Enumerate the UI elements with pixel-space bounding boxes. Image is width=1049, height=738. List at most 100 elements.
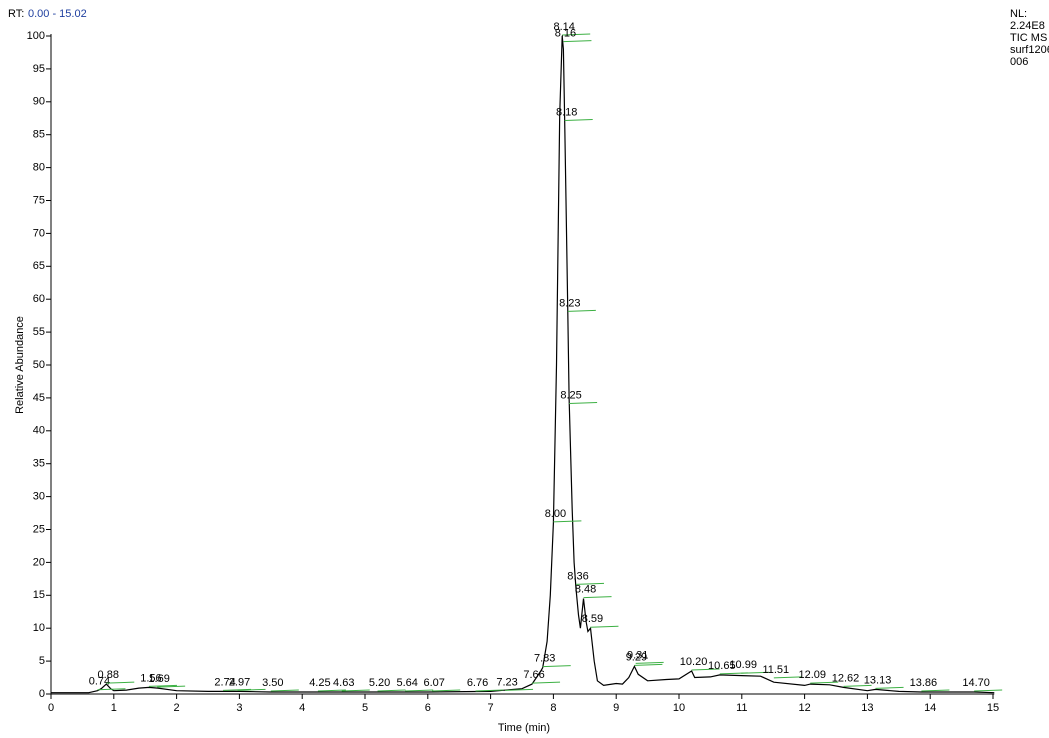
- peak-marker: [553, 520, 582, 523]
- y-tick-label: 10: [33, 622, 45, 634]
- peak-marker: [148, 684, 177, 687]
- peak-label: 6.07: [423, 677, 444, 689]
- x-tick-label: 4: [299, 702, 305, 714]
- x-tick-label: 1: [111, 702, 117, 714]
- peak-label: 10.99: [729, 659, 757, 671]
- info-line: 2.24E8: [1010, 20, 1045, 32]
- x-tick-label: 3: [236, 702, 242, 714]
- x-tick-label: 5: [362, 702, 368, 714]
- peak-marker: [921, 689, 950, 692]
- peak-label: 8.16: [555, 27, 576, 39]
- y-tick-label: 30: [33, 491, 45, 503]
- y-tick-label: 65: [33, 260, 45, 272]
- peak-marker: [97, 688, 126, 691]
- peak-marker: [635, 661, 664, 664]
- y-axis-label: Relative Abundance: [14, 316, 26, 414]
- trace: [51, 35, 995, 694]
- peak-marker: [475, 689, 504, 692]
- peak-marker: [583, 596, 612, 599]
- x-tick-label: 11: [736, 702, 747, 714]
- peak-label: 8.23: [559, 297, 580, 309]
- peak-marker: [974, 689, 1003, 692]
- peak-marker: [237, 688, 266, 691]
- info-line: surf120614: [1010, 44, 1049, 56]
- x-tick-label: 14: [924, 702, 936, 714]
- peak-marker: [377, 689, 406, 692]
- peak-marker: [432, 689, 461, 692]
- peak-label: 11.51: [762, 664, 789, 676]
- peak-marker: [270, 689, 299, 692]
- peak-marker: [106, 681, 135, 684]
- peak-marker: [575, 582, 605, 585]
- peak-label: 5.64: [396, 677, 417, 689]
- y-tick-label: 95: [33, 63, 45, 75]
- x-tick-label: 13: [861, 702, 873, 714]
- peak-label: 13.86: [910, 677, 938, 689]
- peak-label: 7.83: [534, 653, 555, 665]
- peak-label: 7.23: [496, 676, 517, 688]
- peak-marker: [505, 688, 534, 691]
- y-tick-label: 100: [27, 30, 45, 42]
- peak-marker: [223, 688, 252, 691]
- peak-label: 2.74: [214, 676, 235, 688]
- y-tick-label: 55: [33, 326, 45, 338]
- peak-label: 14.70: [962, 677, 990, 689]
- x-tick-label: 15: [987, 702, 999, 714]
- x-tick-label: 9: [613, 702, 619, 714]
- y-tick-label: 50: [33, 359, 45, 371]
- rt-label: RT:: [8, 8, 24, 20]
- peak-marker: [563, 40, 592, 43]
- peak-marker: [773, 676, 802, 679]
- y-tick-label: 45: [33, 392, 45, 404]
- peak-marker: [341, 689, 370, 692]
- peak-label: 8.48: [575, 583, 596, 595]
- peak-label: 10.20: [680, 656, 708, 668]
- peak-marker: [810, 681, 839, 684]
- peak-label: 0.88: [98, 669, 119, 681]
- rt-range: 0.00 - 15.02: [28, 8, 87, 20]
- y-tick-label: 5: [39, 655, 45, 667]
- info-line: 006: [1010, 56, 1028, 68]
- peak-marker: [542, 665, 571, 668]
- peak-marker: [317, 689, 346, 692]
- peak-marker: [634, 663, 663, 666]
- y-tick-label: 70: [33, 227, 45, 239]
- x-tick-label: 12: [798, 702, 810, 714]
- peak-label: 12.09: [798, 669, 826, 681]
- peak-label: 13.13: [864, 674, 892, 686]
- peak-marker: [590, 625, 619, 628]
- peak-marker: [405, 689, 434, 692]
- peak-label: 4.63: [333, 677, 354, 689]
- peak-label: 8.59: [582, 613, 603, 625]
- peak-label: 8.36: [567, 570, 588, 582]
- x-tick-label: 2: [174, 702, 180, 714]
- y-tick-label: 35: [33, 458, 45, 470]
- peak-marker: [567, 309, 596, 312]
- peak-marker: [741, 671, 770, 674]
- y-tick-label: 80: [33, 162, 45, 174]
- x-tick-label: 6: [425, 702, 431, 714]
- y-tick-label: 15: [33, 589, 45, 601]
- peak-label: 3.50: [262, 677, 283, 689]
- peak-marker: [562, 33, 591, 36]
- info-line: TIC MS: [1010, 32, 1047, 44]
- peak-label: 2.97: [229, 676, 250, 688]
- y-tick-label: 90: [33, 96, 45, 108]
- peak-marker: [843, 684, 872, 687]
- y-tick-label: 75: [33, 194, 45, 206]
- info-line: NL:: [1010, 8, 1027, 20]
- peak-label: 7.66: [523, 669, 544, 681]
- x-tick-label: 10: [673, 702, 685, 714]
- peak-label: 6.76: [467, 677, 488, 689]
- peak-label: 1.69: [148, 673, 169, 685]
- peak-label: 0.74: [89, 676, 110, 688]
- peak-label: 10.65: [708, 660, 736, 672]
- peak-marker: [564, 119, 593, 122]
- peak-label: 8.25: [560, 389, 581, 401]
- x-axis-label: Time (min): [498, 722, 550, 734]
- peak-marker: [569, 401, 598, 404]
- y-tick-label: 40: [33, 425, 45, 437]
- y-tick-label: 60: [33, 293, 45, 305]
- peak-label: 8.00: [545, 508, 566, 520]
